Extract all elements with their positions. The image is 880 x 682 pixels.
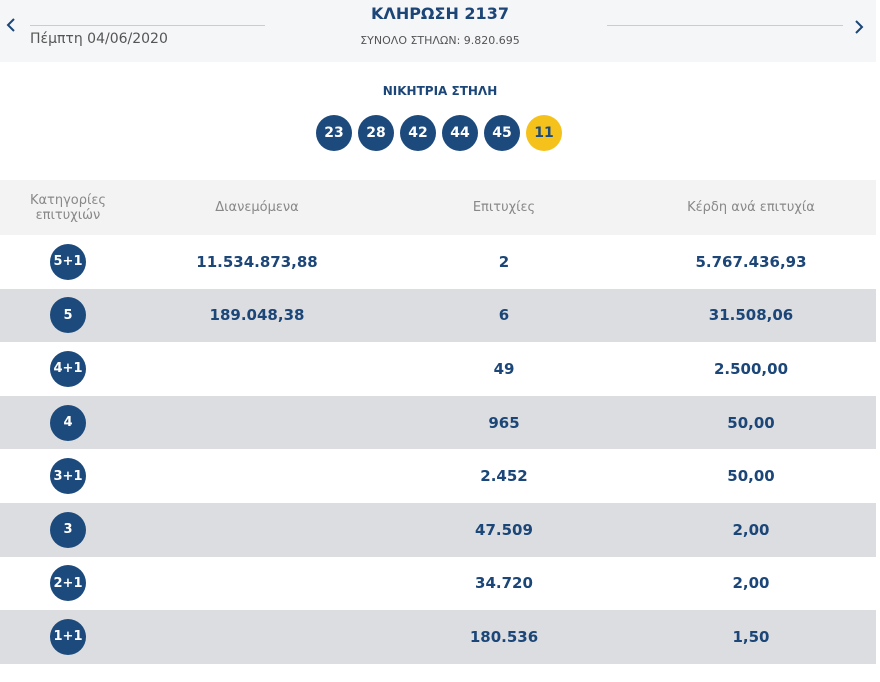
winners-cell: 6 [498,306,510,325]
winners-cell: 47.509 [475,520,533,539]
winning-number: 44 [442,115,478,151]
distributed-cell: 189.048,38 [209,306,305,325]
prize-cell: 5.767.436,93 [695,252,807,271]
category-badge: 4+1 [50,350,86,387]
winning-number: 42 [400,115,436,151]
table-header [0,180,876,235]
table-row: 5+1 11.534.873,88 2 5.767.436,93 [0,235,876,289]
table-row: 1+1 180.536 1,50 [0,610,876,664]
category-cell: 5+1 [0,235,188,289]
winning-number: 28 [358,115,394,151]
winning-number: 45 [484,115,520,151]
prize-cell: 50,00 [727,413,775,432]
winners-cell: 965 [488,413,520,432]
draw-date: Πέμπτη 04/06/2020 [30,31,168,47]
prize-cell: 2.500,00 [713,359,789,378]
table-row: 4+1 49 2.500,00 [0,342,876,396]
draw-title: ΚΛΗΡΩΣΗ 2137 [371,4,509,23]
winners-cell: 180.536 [469,627,539,646]
header-bar [0,0,876,62]
prize-cell: 50,00 [727,467,775,486]
divider [607,25,843,26]
column-header: Διανεμόμενα [215,200,299,215]
winners-cell: 34.720 [475,574,533,593]
divider [30,25,265,26]
distributed-cell: 11.534.873,88 [196,252,318,271]
prize-cell: 31.508,06 [708,306,794,325]
bonus-number: 11 [526,115,562,151]
category-cell: 4+1 [0,342,188,396]
winning-label: ΝΙΚΗΤΡΙΑ ΣΤΗΛΗ [382,84,498,98]
column-header: Κέρδη ανά επιτυχία [687,200,815,215]
winners-cell: 2 [498,252,510,271]
category-cell: 1+1 [0,610,188,664]
category-badge: 3+1 [50,458,86,495]
table-row: 4 965 50,00 [0,395,876,450]
column-header: Επιτυχίες [472,200,536,215]
category-badge: 5+1 [50,243,86,280]
category-badge: 1+1 [50,618,86,655]
category-cell: 5 [0,289,188,343]
table-row: 3+1 2.452 50,00 [0,449,876,503]
category-cell: 3+1 [0,449,188,503]
category-badge: 5 [50,297,86,334]
category-badge: 4 [50,404,86,441]
table-row: 2+1 34.720 2,00 [0,556,876,611]
category-cell: 2+1 [0,557,188,611]
table-row: 3 47.509 2,00 [0,503,876,557]
prize-cell: 1,50 [732,627,770,646]
winners-cell: 2.452 [480,467,528,486]
prize-cell: 2,00 [732,520,770,539]
table-row: 5 189.048,38 6 31.508,06 [0,288,876,343]
category-badge: 2+1 [50,565,86,602]
total-columns: ΣΥΝΟΛΟ ΣΤΗΛΩΝ: 9.820.695 [360,34,520,47]
category-cell: 3 [0,503,188,557]
prize-cell: 2,00 [732,574,770,593]
category-badge: 3 [50,511,86,548]
winning-number: 23 [316,115,352,151]
winners-cell: 49 [493,359,515,378]
next-arrow[interactable] [852,18,866,36]
prev-arrow[interactable] [4,16,18,34]
category-cell: 4 [0,396,188,450]
column-header: Κατηγορίες επιτυχιών [29,192,107,223]
